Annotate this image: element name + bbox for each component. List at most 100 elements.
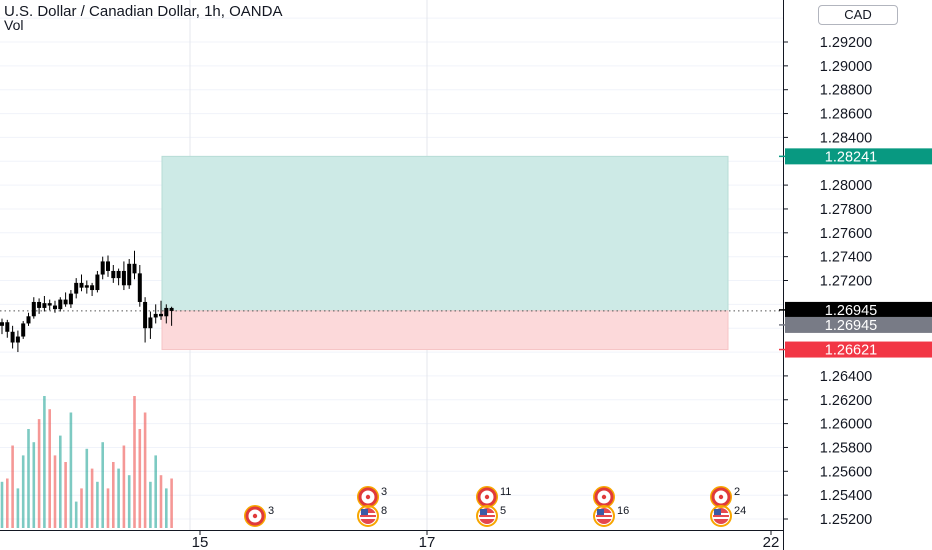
price-label-text: 1.26945 — [825, 303, 877, 319]
event-us-flag-icon[interactable]: 5 — [476, 505, 506, 527]
candle-body — [84, 285, 89, 288]
candle-body — [58, 299, 63, 310]
target-price-label: 1.28241 — [779, 148, 932, 165]
volume-bar — [154, 455, 157, 528]
entry-price-label: 1.26945 — [779, 316, 932, 334]
us-flag-canton — [480, 509, 487, 515]
maple-leaf-icon — [484, 494, 490, 500]
candle-body — [37, 301, 42, 308]
time-tick-label: 15 — [192, 534, 209, 550]
candle-body — [68, 293, 73, 305]
candle-body — [47, 303, 52, 306]
volume-bar — [159, 475, 163, 528]
us-flag-canton — [361, 509, 368, 515]
candle-body — [111, 270, 116, 279]
volume-bar — [106, 488, 110, 528]
price-tick-label: 1.27200 — [820, 274, 872, 290]
price-label-bg — [785, 341, 932, 358]
candle-body — [106, 261, 110, 271]
candle-body — [26, 316, 31, 324]
price-label-text: 1.28241 — [825, 149, 877, 165]
volume-bar — [16, 488, 20, 528]
us-flag-stripe — [713, 517, 729, 519]
price-label-bg — [785, 148, 932, 165]
volume-bar — [112, 462, 115, 528]
price-tick-label: 1.25600 — [820, 464, 872, 480]
candle-body — [164, 307, 169, 317]
price-tick-label: 1.26400 — [820, 369, 872, 385]
candle-body — [15, 336, 20, 343]
volume-bar — [37, 419, 41, 528]
volume-bar — [32, 442, 36, 528]
event-count: 5 — [500, 505, 506, 517]
event-us-flag-icon[interactable]: 8 — [357, 505, 387, 527]
candlestick-series — [0, 250, 174, 353]
volume-bar — [133, 396, 136, 528]
time-axis[interactable]: 15 17 22 — [0, 530, 783, 550]
candle-body — [116, 270, 121, 279]
symbol-title: U.S. Dollar / Canadian Dollar, 1h, OANDA — [4, 3, 283, 20]
price-label-text: 1.26945 — [825, 318, 877, 334]
maple-leaf-icon — [601, 494, 607, 500]
event-us-flag-icon[interactable]: 24 — [710, 505, 746, 527]
event-ca-flag-icon[interactable] — [593, 486, 615, 508]
event-ca-flag-icon[interactable]: 11 — [476, 486, 511, 508]
candle-body — [95, 274, 100, 291]
volume-bar — [48, 409, 51, 528]
volume-bar — [74, 501, 78, 528]
time-tick-label: 22 — [763, 534, 780, 550]
event-ring — [244, 505, 266, 527]
long-position-tool[interactable] — [0, 155, 783, 351]
price-tick-label: 1.28800 — [820, 83, 872, 99]
price-label-text: 1.26621 — [825, 343, 877, 359]
price-tick-label: 1.29000 — [820, 59, 872, 75]
event-ca-flag-icon[interactable]: 3 — [244, 505, 274, 527]
price-tick-label: 1.26200 — [820, 393, 872, 409]
event-count: 24 — [734, 505, 746, 517]
profit-zone — [161, 155, 729, 312]
candle-body — [132, 263, 137, 274]
price-label-bg — [785, 316, 932, 333]
volume-bar — [117, 468, 120, 528]
us-flag-stripe — [360, 517, 376, 519]
candle-body — [137, 273, 142, 302]
candle-body — [31, 301, 36, 317]
candle-body — [90, 285, 95, 291]
candle-body — [153, 313, 158, 318]
event-us-flag-icon[interactable]: 16 — [593, 505, 629, 527]
volume-bar — [101, 442, 104, 528]
maple-leaf-icon — [718, 494, 724, 500]
maple-leaf-icon — [252, 513, 258, 519]
price-label-bg — [785, 301, 932, 318]
event-ring — [357, 505, 379, 527]
event-count: 3 — [268, 505, 274, 517]
volume-bar — [85, 448, 89, 528]
volume-bar — [6, 478, 9, 528]
volume-bar — [53, 455, 57, 528]
volume-bar — [138, 429, 142, 528]
volume-bar — [170, 478, 173, 528]
candle-body — [53, 305, 57, 310]
volume-bar — [122, 445, 126, 528]
maple-leaf-icon — [365, 494, 371, 500]
price-tick-label: 1.27400 — [820, 250, 872, 266]
candle-body — [169, 307, 174, 311]
event-ring — [476, 505, 498, 527]
currency-button[interactable]: CAD — [818, 5, 898, 25]
price-axis[interactable]: 1.29200 1.29000 1.28800 1.28600 1.28400 1.280… — [783, 0, 932, 550]
event-ca-flag-icon[interactable]: 3 — [357, 486, 387, 508]
volume-bar — [80, 488, 83, 528]
candle-body — [127, 263, 132, 286]
candle-body — [143, 301, 148, 329]
us-flag-canton — [597, 509, 604, 515]
economic-events[interactable]: 3 3 8 11 5 16 2 24 — [244, 486, 746, 527]
us-flag-canton — [714, 509, 721, 515]
volume-bar — [27, 429, 30, 528]
event-ca-flag-icon[interactable]: 2 — [710, 486, 740, 508]
volume-bar — [21, 455, 25, 528]
event-count: 8 — [381, 505, 387, 517]
candle-body — [74, 282, 79, 294]
volume-bar — [69, 412, 73, 528]
price-tick-label: 1.25800 — [820, 440, 872, 456]
